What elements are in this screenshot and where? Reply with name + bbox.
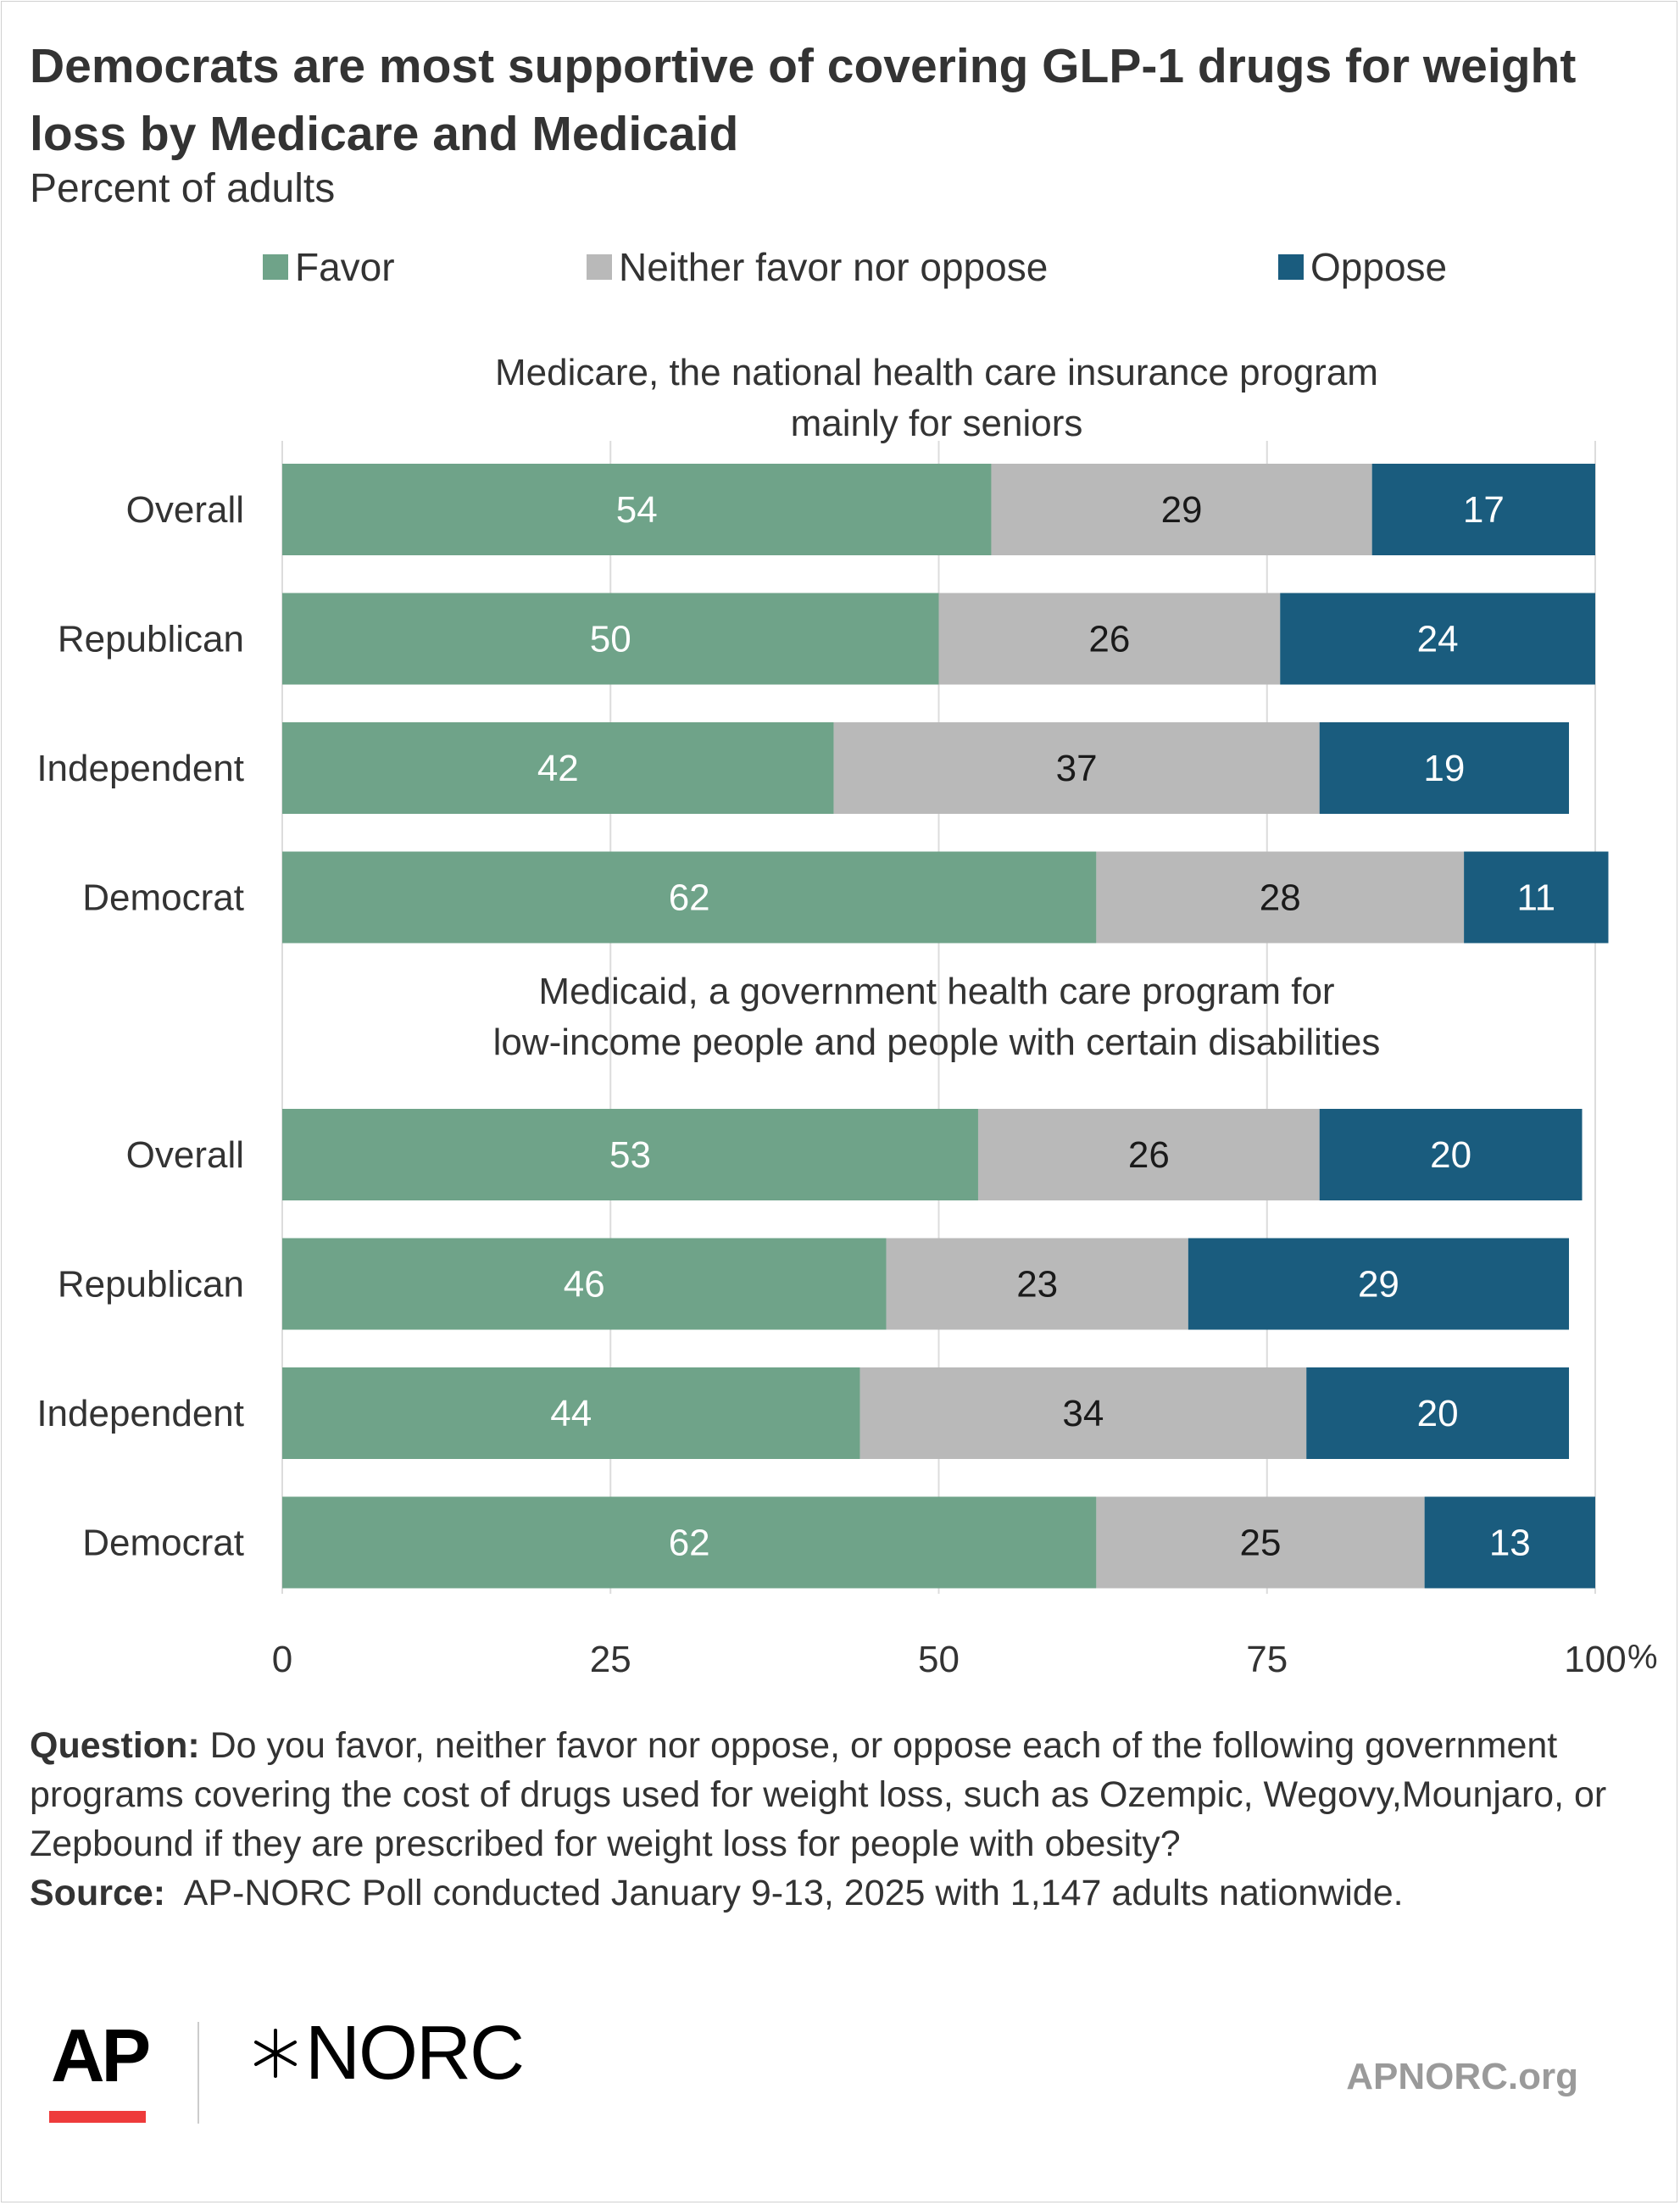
footnote: Question: Do you favor, neither favor no…	[30, 1721, 1640, 1918]
category-label: Democrat	[82, 877, 244, 919]
bar-neither	[1096, 851, 1465, 944]
data-label-neither: 29	[1161, 489, 1203, 531]
chart-subtitle: Percent of adults	[30, 166, 336, 211]
data-label-neither: 23	[1016, 1264, 1058, 1306]
norc-logo-text: NORC	[305, 2011, 525, 2096]
data-label-neither: 28	[1260, 877, 1301, 919]
bar-neither	[833, 722, 1320, 814]
bar-oppose	[1464, 851, 1609, 944]
data-label-favor: 62	[669, 1523, 710, 1564]
bar-favor	[282, 1367, 860, 1459]
bar-favor	[282, 1109, 978, 1200]
source-note: Source: AP-NORC Poll conducted January 9…	[30, 1868, 1640, 1918]
x-tick-label: 75	[1246, 1639, 1288, 1680]
bar-favor	[282, 722, 834, 814]
bar-neither	[977, 1109, 1320, 1200]
bar-oppose	[1319, 1109, 1583, 1200]
category-label: Independent	[36, 748, 244, 789]
x-tick-label: 100	[1564, 1639, 1626, 1680]
data-label-oppose: 11	[1516, 877, 1555, 919]
source-label: Source:	[30, 1873, 166, 1913]
data-label-favor: 46	[564, 1264, 605, 1306]
star-burst-icon	[254, 2029, 297, 2078]
data-label-favor: 50	[590, 619, 631, 660]
bar-favor	[282, 1496, 1097, 1589]
data-label-favor: 44	[550, 1393, 592, 1434]
ap-logo-underline	[49, 2111, 146, 2123]
source-text: AP-NORC Poll conducted January 9-13, 202…	[183, 1873, 1404, 1913]
norc-logo: NORC	[246, 2011, 525, 2096]
data-label-neither: 34	[1062, 1393, 1104, 1434]
x-tick-label: 25	[590, 1639, 631, 1680]
data-label-neither: 26	[1128, 1134, 1170, 1176]
data-label-oppose: 13	[1489, 1523, 1531, 1564]
bar-favor	[282, 1238, 887, 1330]
legend-item-oppose: Oppose	[1278, 242, 1447, 292]
legend-item-favor: Favor	[263, 242, 395, 292]
bar-oppose	[1319, 722, 1570, 814]
category-label: Republican	[58, 1264, 244, 1306]
bar-neither	[886, 1238, 1188, 1330]
stacked-bar-chart: Medicare, the national health care insur…	[36, 352, 1658, 1680]
bar-neither	[991, 464, 1372, 555]
website-label: APNORC.org	[1346, 2056, 1578, 2097]
data-label-neither: 26	[1088, 619, 1130, 660]
bar-neither	[1096, 1496, 1425, 1589]
data-label-favor: 54	[616, 489, 658, 531]
chart-title: Democrats are most supportive of coverin…	[30, 39, 1577, 161]
bar-oppose	[1371, 464, 1595, 555]
legend-swatch-favor	[263, 254, 288, 280]
category-label: Independent	[36, 1393, 244, 1434]
legend-label-favor: Favor	[295, 245, 395, 289]
legend-label-oppose: Oppose	[1310, 245, 1448, 289]
x-tick-label: 50	[918, 1639, 960, 1680]
data-label-neither: 25	[1240, 1523, 1282, 1564]
legend-swatch-neither	[587, 254, 612, 280]
category-label: Overall	[126, 1134, 244, 1176]
category-label: Democrat	[82, 1523, 244, 1564]
bar-oppose	[1424, 1496, 1595, 1589]
bar-oppose	[1306, 1367, 1570, 1459]
bar-favor	[282, 464, 992, 555]
data-label-neither: 37	[1056, 748, 1098, 789]
data-label-oppose: 19	[1423, 748, 1465, 789]
bar-favor	[282, 851, 1097, 944]
data-label-favor: 62	[669, 877, 710, 919]
bar-favor	[282, 593, 939, 685]
legend-label-neither: Neither favor nor oppose	[619, 245, 1049, 289]
category-label: Republican	[58, 619, 244, 660]
category-label: Overall	[126, 489, 244, 531]
logo-divider	[197, 2022, 199, 2124]
legend-swatch-oppose	[1278, 254, 1304, 280]
bar-neither	[859, 1367, 1307, 1459]
bar-neither	[938, 593, 1281, 685]
data-label-favor: 42	[537, 748, 579, 789]
legend-item-neither: Neither favor nor oppose	[587, 242, 1048, 292]
data-label-oppose: 29	[1358, 1264, 1399, 1306]
data-label-oppose: 20	[1430, 1134, 1471, 1176]
panel-title: Medicare, the national health care insur…	[495, 352, 1378, 444]
x-unit-label: %	[1627, 1639, 1658, 1676]
bar-oppose	[1188, 1238, 1570, 1330]
x-tick-label: 0	[272, 1639, 292, 1680]
bar-oppose	[1280, 593, 1595, 685]
panel-title: Medicaid, a government health care progr…	[493, 971, 1381, 1063]
ap-logo: AP	[51, 2013, 151, 2097]
data-label-oppose: 20	[1417, 1393, 1459, 1434]
data-label-oppose: 17	[1463, 489, 1505, 531]
data-label-oppose: 24	[1417, 619, 1459, 660]
question-note: Question: Do you favor, neither favor no…	[30, 1721, 1640, 1868]
question-label: Question:	[30, 1725, 200, 1766]
data-label-favor: 53	[609, 1134, 651, 1176]
question-text: Do you favor, neither favor nor oppose, …	[30, 1725, 1607, 1864]
